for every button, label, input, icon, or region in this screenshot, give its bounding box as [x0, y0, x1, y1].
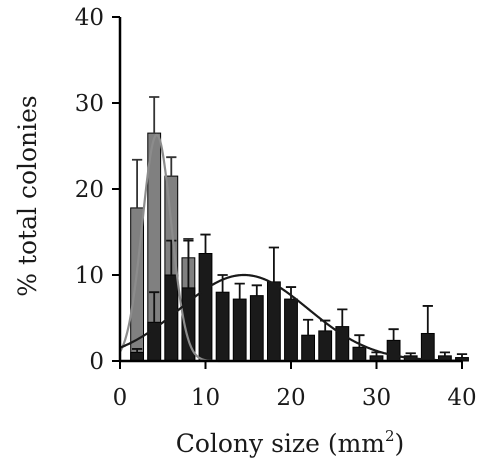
series-a-error-bar: [149, 96, 160, 134]
series-b-bar: [284, 298, 298, 362]
series-b-bar: [266, 281, 281, 362]
series-b-error-bar: [439, 351, 451, 356]
x-tick-label: 10: [191, 385, 220, 411]
series-b-bar: [198, 253, 213, 362]
x-tick-label: 30: [362, 385, 391, 411]
series-b-error-bar: [251, 284, 262, 296]
series-b-error-bar: [166, 239, 177, 275]
series-b-bar: [301, 334, 316, 362]
y-axis-label: % total colonies: [13, 95, 42, 297]
axes: 0 10 20 30 40 0 10 20 30 40: [75, 5, 477, 411]
series-b-bar: [318, 330, 333, 362]
series-b-error-bar: [131, 348, 143, 353]
y-tick-label: 0: [89, 349, 104, 375]
series-b-error-bar: [200, 233, 211, 254]
y-tick-label: 30: [75, 91, 104, 117]
x-tick-label: 40: [447, 385, 476, 411]
series-b-bar: [352, 346, 367, 362]
y-tick-label: 10: [75, 263, 104, 289]
series-b-error-bar: [268, 246, 280, 282]
series-b-error-bar: [302, 318, 314, 336]
series-b-error-bar: [422, 305, 433, 334]
series-b-fit-curve: [119, 273, 463, 362]
y-tick-label: 40: [75, 5, 104, 31]
y-tick-label: 20: [75, 177, 104, 203]
series-a-error-bar: [166, 156, 177, 177]
series-b-error-bar: [217, 274, 228, 293]
x-tick-label: 20: [276, 385, 305, 411]
series-b-error-bar: [337, 308, 348, 327]
series-b-bars: [130, 233, 469, 362]
series-b-error-bar: [354, 334, 365, 348]
series-b-error-bar: [285, 286, 297, 300]
series-b-bar: [215, 291, 230, 362]
series-b-error-bar: [456, 353, 468, 358]
series-b-bar: [130, 351, 145, 362]
series-b-bar: [386, 339, 401, 362]
series-a-error-bar: [131, 158, 143, 208]
series-b-error-bar: [234, 282, 245, 300]
series-b-bar: [232, 298, 247, 362]
x-axis-label-close: ): [395, 429, 405, 458]
x-axis-label-sup: 2: [385, 427, 395, 445]
series-b-bar: [249, 295, 264, 362]
x-axis-label-main: Colony size (mm: [176, 429, 386, 458]
series-b-error-bar: [388, 328, 399, 341]
series-b-error-bar: [183, 239, 194, 288]
series-b-bar: [420, 332, 435, 362]
series-b-error-bar: [405, 352, 416, 356]
series-b-error-bar: [149, 291, 160, 323]
x-axis-label: Colony size (mm2): [176, 427, 405, 458]
x-tick-label: 0: [113, 385, 128, 411]
